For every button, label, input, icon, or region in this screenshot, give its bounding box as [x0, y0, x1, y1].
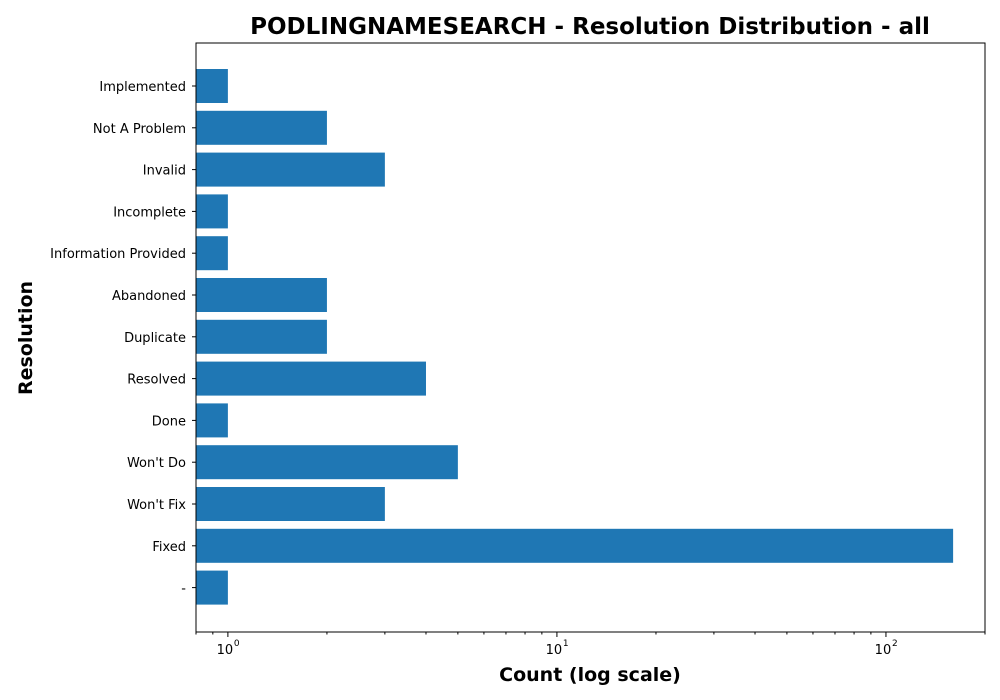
y-ticks-group: Implemented Not A Problem Invalid Incomplet… — [50, 80, 196, 597]
bar — [196, 194, 228, 229]
x-tick-exponent: 0 — [234, 639, 240, 649]
y-tick-label: Information Provided — [50, 247, 186, 262]
x-tick-exponent: 1 — [563, 639, 569, 649]
y-tick-label: Not A Problem — [93, 122, 186, 137]
x-tick-exponent: 2 — [892, 639, 898, 649]
bar — [196, 110, 327, 145]
x-ticks-group: 10 0 10 1 10 2 — [195, 632, 986, 658]
y-tick-label: Duplicate — [124, 331, 186, 346]
bar — [196, 403, 228, 438]
x-tick-label: 10 — [217, 643, 234, 658]
y-tick-label: Invalid — [143, 164, 186, 179]
bars-group — [196, 69, 954, 605]
bar — [196, 152, 385, 187]
bar — [196, 319, 327, 354]
bar — [196, 570, 228, 605]
y-tick-label: Fixed — [152, 540, 186, 555]
y-tick-label: Incomplete — [113, 205, 186, 220]
x-axis-label: Count (log scale) — [499, 664, 681, 686]
y-tick-label: - — [181, 582, 186, 597]
plot-frame — [195, 42, 986, 633]
bar — [196, 528, 954, 563]
bar — [196, 236, 228, 271]
bar — [196, 361, 426, 396]
y-tick-label: Won't Fix — [127, 498, 186, 513]
y-tick-label: Won't Do — [127, 456, 186, 471]
chart-title: PODLINGNAMESEARCH - Resolution Distribut… — [250, 14, 930, 40]
bar — [196, 69, 228, 103]
x-tick-label: 10 — [875, 643, 892, 658]
y-tick-label: Resolved — [127, 373, 186, 388]
y-tick-label: Abandoned — [112, 289, 186, 304]
bar — [196, 487, 385, 521]
y-tick-label: Done — [152, 414, 186, 429]
bar — [196, 445, 458, 480]
bar — [196, 278, 327, 312]
y-tick-label: Implemented — [99, 80, 186, 95]
y-axis-label: Resolution — [15, 281, 37, 395]
x-tick-label: 10 — [546, 643, 563, 658]
